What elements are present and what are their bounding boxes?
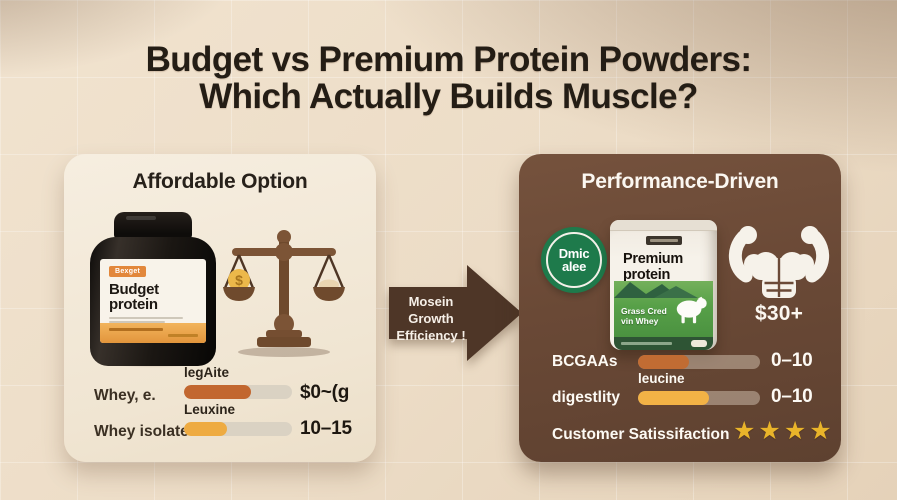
bag-strip-decorative-line bbox=[621, 342, 673, 345]
jar-decorative-line bbox=[109, 321, 165, 323]
bag-top-badge bbox=[645, 236, 682, 245]
bag-field-line-2: vin Whey bbox=[621, 316, 659, 327]
badge-text-line-1: Dmic bbox=[558, 246, 590, 261]
right-row1-bar-track bbox=[638, 355, 760, 369]
jar-name-line-2: protein bbox=[109, 295, 158, 313]
premium-price: $30+ bbox=[754, 302, 804, 325]
left-card-header: Affordable Option bbox=[132, 170, 308, 193]
right-arrow-icon bbox=[389, 265, 522, 361]
badge-text-line-2: alee bbox=[561, 259, 587, 274]
bag-field-line-1: Grass Cred bbox=[621, 306, 667, 316]
arrow-label-line-1: Mosein Growth bbox=[408, 294, 454, 326]
muscle-flex-icon bbox=[724, 224, 834, 300]
right-row1-label: BCGAAs bbox=[552, 353, 618, 370]
left-row2-value: 10–15 bbox=[300, 418, 352, 439]
bag-name-line-2: protein bbox=[623, 266, 671, 283]
satisfaction-label: Customer Satissifaction bbox=[552, 426, 730, 443]
right-card-header: Performance-Driven bbox=[581, 170, 779, 193]
left-row1-bar-label: legAite bbox=[184, 365, 230, 380]
premium-protein-bag: Premium protein Grass Cred vin Whey bbox=[610, 220, 717, 350]
right-row2-value: 0–10 bbox=[771, 386, 813, 407]
left-row2-label: Whey isolate bbox=[94, 423, 189, 440]
balance-scale-icon: $ bbox=[218, 224, 350, 358]
right-row1-value: 0–10 bbox=[771, 350, 813, 371]
title-line-2: Which Actually Builds Muscle? bbox=[199, 76, 698, 116]
jar-product-name: Budget protein bbox=[109, 281, 159, 313]
left-row2-bar-label: Leuxine bbox=[184, 402, 236, 417]
green-certification-badge: Dmic alee bbox=[541, 227, 607, 293]
dollar-coin-icon bbox=[228, 269, 250, 291]
balance-scale-svg: $ bbox=[223, 230, 345, 357]
mountains-icon bbox=[614, 282, 698, 298]
bag-field-text: Grass Cred vin Whey bbox=[621, 306, 667, 326]
left-row1-label: Whey, e. bbox=[94, 387, 156, 404]
right-row2-bar-fill bbox=[638, 391, 709, 405]
bag-seal bbox=[610, 220, 717, 231]
bag-bottom-strip bbox=[614, 337, 713, 350]
left-row2-bar-track bbox=[184, 422, 292, 436]
muscle-flex-svg bbox=[729, 226, 829, 298]
jar-band-decorative-line bbox=[168, 334, 198, 337]
jar-label: Bexget Budget protein bbox=[100, 259, 206, 343]
right-row2-label: digestlity bbox=[552, 389, 621, 406]
bag-top-badge-line bbox=[649, 239, 678, 242]
badge-text: Dmic alee bbox=[559, 247, 590, 273]
page-title: Budget vs Premium Protein Powders: Which… bbox=[0, 40, 897, 116]
title-line-1: Budget vs Premium Protein Powders: bbox=[145, 40, 752, 79]
left-row1-bar-fill bbox=[184, 385, 251, 399]
bag-strip-pill bbox=[691, 340, 707, 347]
dollar-coin-symbol: $ bbox=[235, 272, 243, 288]
performance-driven-card: Performance-Driven Dmic alee Premium pro… bbox=[519, 154, 841, 462]
right-row1-bar-fill bbox=[638, 355, 690, 369]
badge-ring: Dmic alee bbox=[546, 232, 602, 288]
jar-orange-band bbox=[100, 323, 206, 343]
jar-lid-shine bbox=[126, 216, 156, 220]
jar-body: Bexget Budget protein bbox=[90, 237, 216, 366]
growth-arrow: Mosein Growth Efficiency ! bbox=[389, 257, 522, 369]
left-row1-value: $0~(g bbox=[300, 382, 350, 403]
cow-icon bbox=[676, 296, 707, 324]
jar-decorative-line bbox=[109, 317, 183, 319]
arrow-label: Mosein Growth Efficiency ! bbox=[391, 294, 471, 345]
bag-pasture-art: Grass Cred vin Whey bbox=[614, 281, 713, 337]
budget-protein-jar: Bexget Budget protein bbox=[82, 212, 224, 370]
left-row1-bar-track bbox=[184, 385, 292, 399]
left-row2-bar-fill bbox=[184, 422, 228, 436]
jar-band-decorative-line bbox=[109, 328, 163, 331]
right-row2-bar-track bbox=[638, 391, 760, 405]
bag-name-line-1: Premium bbox=[623, 251, 683, 267]
right-row2-bar-label: leucine bbox=[638, 371, 685, 386]
bag-product-name: Premium protein bbox=[623, 251, 683, 283]
jar-name-line-1: Budget bbox=[109, 281, 159, 298]
jar-brand-badge: Bexget bbox=[109, 266, 147, 277]
affordable-option-card: Affordable Option Bexget Budget protein bbox=[64, 154, 376, 462]
jar-lid bbox=[114, 212, 192, 239]
star-rating: ★★★★ bbox=[733, 417, 835, 445]
arrow-label-line-2: Efficiency ! bbox=[396, 327, 466, 343]
